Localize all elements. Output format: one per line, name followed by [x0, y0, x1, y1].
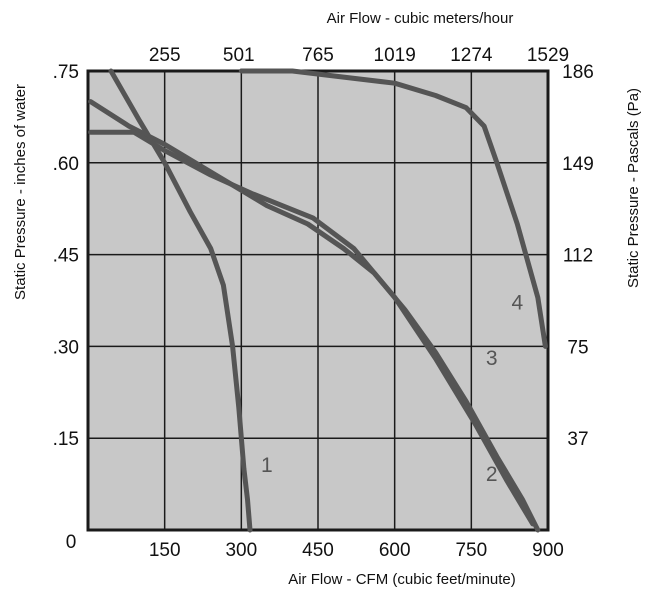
top-tick-label: 255: [149, 45, 181, 66]
left-tick-label: .45: [53, 246, 79, 267]
bottom-tick-label: 900: [532, 540, 564, 561]
curve-3: [88, 129, 536, 527]
bottom-tick-label: 300: [225, 540, 257, 561]
bottom-tick-label: 750: [455, 540, 487, 561]
bottom-tick-label: 450: [302, 540, 334, 561]
left-tick-label: .60: [53, 154, 79, 175]
right-axis-title: Static Pressure - Pascals (Pa): [625, 88, 642, 288]
right-tick-label: 112: [563, 246, 593, 267]
top-axis-title: Air Flow - cubic meters/hour: [327, 10, 514, 27]
curve-label-1: 1: [261, 454, 273, 477]
plot-frame: [86, 69, 550, 532]
left-tick-label: .30: [53, 337, 79, 358]
top-tick-label: 1529: [527, 45, 569, 66]
right-tick-label: 75: [567, 337, 588, 358]
top-tick-label: 1019: [374, 45, 416, 66]
bottom-tick-label: 600: [379, 540, 411, 561]
curve-label-3: 3: [486, 347, 498, 370]
origin-label: 0: [66, 532, 77, 553]
left-tick-label: .15: [53, 429, 79, 450]
right-tick-label: 37: [567, 429, 588, 450]
right-tick-label: 149: [562, 154, 594, 175]
top-tick-label: 1274: [450, 45, 493, 66]
curve-label-2: 2: [486, 463, 498, 486]
bottom-axis-title: Air Flow - CFM (cubic feet/minute): [288, 571, 516, 588]
bottom-tick-label: 150: [149, 540, 181, 561]
curve-2: [88, 99, 541, 533]
top-tick-label: 765: [302, 45, 334, 66]
curve-4: [238, 68, 548, 349]
left-axis-title: Static Pressure - inches of water: [12, 84, 29, 300]
curve-1: [108, 68, 253, 533]
right-tick-label: 186: [562, 62, 594, 83]
left-tick-label: .75: [53, 62, 79, 83]
curve-label-4: 4: [511, 292, 523, 315]
top-tick-label: 501: [223, 45, 255, 66]
